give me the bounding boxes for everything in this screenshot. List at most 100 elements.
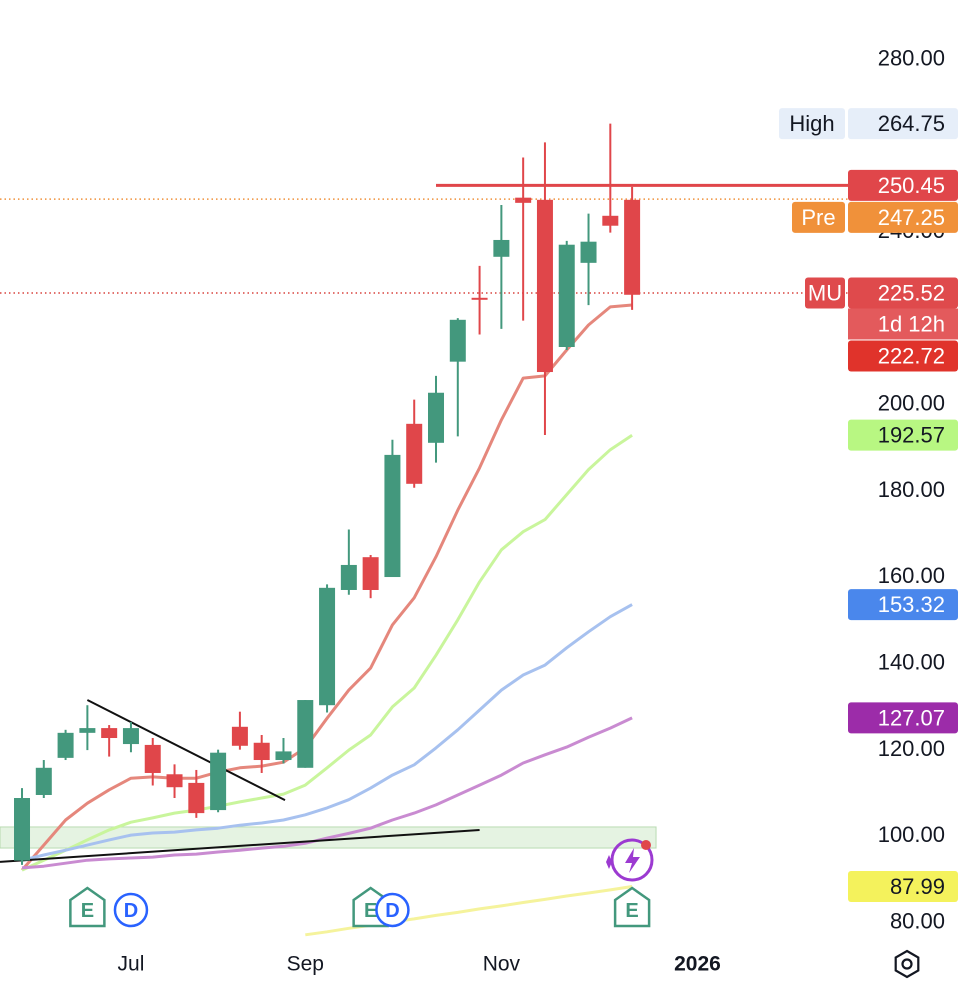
candle-body <box>406 423 423 484</box>
y-tick-label: 100.00 <box>878 822 945 847</box>
price-label-name: High <box>789 111 834 136</box>
price-label: 247.25 Pre <box>792 201 958 233</box>
price-label-box <box>848 277 958 309</box>
price-label-box <box>848 702 958 734</box>
candle-body <box>536 199 553 373</box>
candle-body <box>319 587 336 706</box>
candle-body <box>101 728 118 739</box>
event-badge <box>113 892 149 928</box>
candle-body <box>122 728 139 745</box>
event-label: E <box>364 900 377 922</box>
candle-body <box>144 744 161 773</box>
price-label-value: 153.32 <box>878 592 945 617</box>
y-tick-label: 160.00 <box>878 563 945 588</box>
y-tick-label: 180.00 <box>878 477 945 502</box>
price-label: 264.75 High <box>779 108 958 140</box>
event-label: E <box>625 900 638 922</box>
candle-body <box>166 774 183 788</box>
ma-line <box>21 433 633 872</box>
x-tick-label: Nov <box>483 953 521 976</box>
candle-body <box>14 798 31 861</box>
price-label-box <box>848 201 958 233</box>
price-label-sub-box <box>848 308 958 340</box>
price-label-box <box>848 589 958 621</box>
ma-line <box>21 603 633 862</box>
candle-body <box>35 767 52 795</box>
candle-body <box>602 215 619 226</box>
candle-body <box>580 241 597 263</box>
y-tick-label: 80.00 <box>890 909 945 934</box>
candle-body <box>428 392 445 443</box>
price-label-value: 247.25 <box>878 205 945 230</box>
x-tick-label: Sep <box>287 953 324 976</box>
price-label-name-box <box>792 201 845 233</box>
event-marker[interactable]: D <box>113 892 149 928</box>
candle-body <box>79 728 96 733</box>
price-label-name-box <box>805 277 845 309</box>
assistant-icon[interactable] <box>606 838 654 882</box>
event-badge <box>613 886 651 928</box>
ma-line <box>21 716 633 870</box>
price-label: 127.07 <box>848 702 958 734</box>
lines-layer <box>0 183 850 937</box>
candles-layer <box>14 123 641 865</box>
event-label: E <box>81 900 94 922</box>
price-label-value: 264.75 <box>878 111 945 136</box>
price-label-value: 87.99 <box>890 874 945 899</box>
candle-body <box>558 244 575 347</box>
price-label-value: 222.72 <box>878 343 945 368</box>
candle-body <box>449 319 466 362</box>
candle-body <box>493 239 510 257</box>
x-tick-label: Jul <box>118 953 145 976</box>
price-label: 192.57 <box>848 419 958 451</box>
settings-icon[interactable] <box>894 949 920 979</box>
y-tick-label: 140.00 <box>878 650 945 675</box>
price-label-value: 127.07 <box>878 705 945 730</box>
price-label-box <box>848 108 958 140</box>
candle-body <box>471 297 488 300</box>
event-marker[interactable]: D <box>375 892 410 928</box>
candle-body <box>57 732 74 758</box>
price-label-name: Pre <box>801 205 835 230</box>
price-label: 222.72 <box>848 340 958 372</box>
price-label: 250.45 <box>848 169 958 201</box>
price-label-box <box>848 871 958 903</box>
candle-body <box>340 564 357 590</box>
y-tick-label: 120.00 <box>878 736 945 761</box>
axis-layer: 280.00240.00200.00180.00160.00140.00120.… <box>118 45 958 976</box>
price-label: 87.99 <box>848 871 958 903</box>
y-tick-label: 200.00 <box>878 391 945 416</box>
price-label: 225.52 MU 1d 12h <box>805 277 958 340</box>
candle-body <box>384 454 401 578</box>
price-label-value: 225.52 <box>878 280 945 305</box>
candle-body <box>362 557 379 590</box>
x-tick-label: 2026 <box>674 953 721 976</box>
candle-body <box>515 197 532 203</box>
event-badge <box>375 892 410 928</box>
price-label-sub: 1d 12h <box>878 311 945 336</box>
price-label-name: MU <box>808 280 842 305</box>
price-label: 153.32 <box>848 589 958 621</box>
price-label-box <box>848 419 958 451</box>
candle-body <box>210 752 227 811</box>
price-label-box <box>848 169 958 201</box>
price-label-name-box <box>779 108 845 140</box>
event-marker[interactable]: E <box>613 886 651 928</box>
candle-body <box>253 742 270 761</box>
event-label: D <box>124 900 138 922</box>
candle-body <box>297 700 314 768</box>
event-label: D <box>385 900 399 922</box>
candle-body <box>188 782 205 814</box>
trendline <box>0 828 480 863</box>
price-label-box <box>848 340 958 372</box>
price-label-value: 192.57 <box>878 423 945 448</box>
candle-body <box>231 726 248 746</box>
candle-body <box>275 751 292 761</box>
price-label-value: 250.45 <box>878 173 945 198</box>
ma-line <box>20 303 633 872</box>
event-marker[interactable]: E <box>69 886 106 928</box>
event-badge <box>69 886 106 928</box>
trendline <box>86 699 286 802</box>
